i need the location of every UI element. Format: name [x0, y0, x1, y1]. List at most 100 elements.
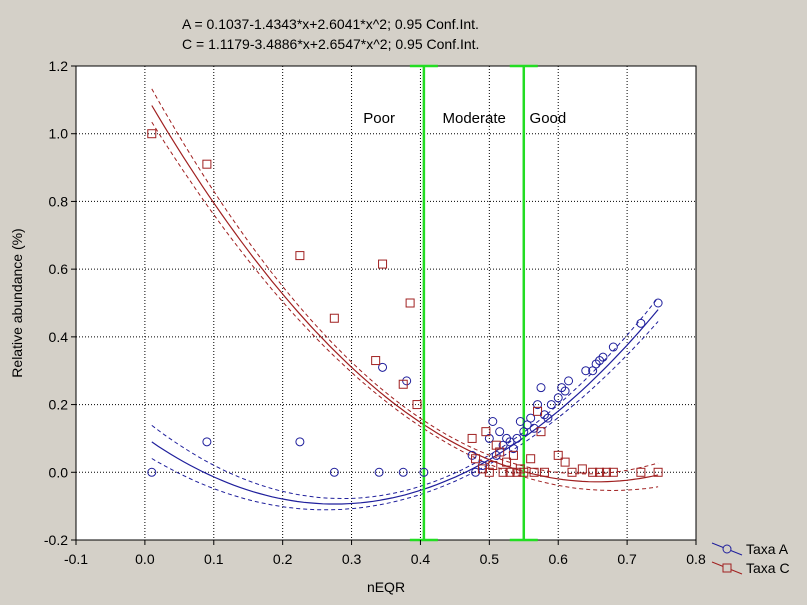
point-taxa-a	[374, 467, 384, 477]
point-taxa-a	[488, 417, 498, 426]
point-taxa-a	[595, 356, 605, 366]
y-tick-label: 0.2	[49, 397, 69, 413]
point-taxa-a	[564, 376, 574, 386]
chart-title-line-2: C = 1.1179-3.4886*x+2.6547*x^2; 0.95 Con…	[182, 36, 479, 52]
point-taxa-c	[577, 464, 587, 474]
y-tick-label: -0.2	[44, 532, 68, 548]
y-axis-ticks: -0.2 0.0 0.2 0.4 0.6 0.8 1.0 1.2	[44, 58, 76, 548]
legend-label: Taxa C	[746, 560, 790, 576]
point-taxa-c	[608, 467, 618, 477]
conf-upper-0	[151, 297, 659, 499]
legend-marker-square	[722, 563, 732, 573]
point-taxa-a	[557, 383, 567, 393]
point-taxa-a	[539, 410, 549, 420]
x-tick-label: 0.1	[204, 551, 224, 567]
point-taxa-a	[653, 298, 663, 308]
conf-upper-1	[151, 88, 659, 475]
point-taxa-c	[405, 298, 415, 308]
fit-line-1	[151, 105, 659, 483]
x-tick-label: 0.0	[135, 551, 155, 567]
zone-lines: Poor Moderate Good	[363, 64, 567, 542]
point-taxa-c	[378, 259, 388, 269]
point-taxa-a	[598, 352, 608, 362]
point-taxa-c	[147, 129, 157, 139]
y-tick-label: 0.6	[49, 261, 69, 277]
point-taxa-c	[508, 450, 518, 460]
point-taxa-a	[419, 467, 429, 477]
point-taxa-c	[371, 356, 381, 366]
x-tick-label: 0.8	[686, 551, 706, 567]
point-taxa-a	[484, 433, 494, 443]
x-tick-label: 0.3	[342, 551, 362, 567]
point-taxa-c	[588, 467, 598, 477]
x-axis-label: nEQR	[367, 579, 405, 595]
point-taxa-c	[515, 464, 525, 474]
point-taxa-c	[498, 467, 508, 477]
point-taxa-a	[508, 444, 518, 454]
point-taxa-a	[543, 413, 553, 423]
point-taxa-c	[495, 447, 505, 457]
point-taxa-a	[533, 400, 543, 410]
point-taxa-a	[529, 423, 539, 433]
y-tick-label: 1.2	[49, 58, 69, 74]
point-taxa-c	[295, 251, 305, 261]
point-taxa-a	[536, 383, 546, 393]
plot-area	[75, 65, 697, 541]
point-taxa-a	[553, 393, 563, 403]
point-taxa-a	[378, 362, 388, 372]
fit-line-0	[151, 309, 659, 505]
point-taxa-a	[471, 467, 481, 477]
point-taxa-c	[536, 427, 546, 437]
point-taxa-a	[491, 450, 501, 460]
y-tick-label: 0.4	[49, 329, 69, 345]
point-taxa-c	[519, 467, 529, 477]
zone-label: Good	[530, 110, 567, 127]
legend: Taxa A Taxa C	[711, 541, 790, 576]
point-taxa-a	[147, 467, 157, 477]
fit-curves	[151, 88, 659, 511]
point-taxa-a	[467, 450, 477, 460]
point-taxa-c	[595, 467, 605, 477]
point-taxa-a	[560, 386, 570, 396]
x-tick-label: 0.7	[617, 551, 637, 567]
legend-label: Taxa A	[746, 541, 789, 557]
point-taxa-c	[471, 454, 481, 464]
point-taxa-c	[412, 400, 422, 410]
x-tick-label: -0.1	[64, 551, 88, 567]
point-taxa-a	[495, 427, 505, 437]
point-taxa-c	[502, 457, 512, 467]
point-taxa-a	[581, 366, 591, 376]
grid-lines	[76, 66, 696, 540]
point-taxa-c	[553, 450, 563, 460]
point-taxa-a	[546, 400, 556, 410]
point-taxa-c	[491, 440, 501, 450]
conf-lower-1	[151, 121, 659, 492]
y-tick-label: 1.0	[49, 126, 69, 142]
point-taxa-c	[477, 464, 487, 474]
point-taxa-c	[398, 379, 408, 389]
x-tick-label: 0.6	[548, 551, 568, 567]
y-axis-label: Relative abundance (%)	[9, 228, 25, 377]
point-taxa-a	[202, 437, 212, 447]
point-taxa-a	[591, 359, 601, 369]
x-axis-ticks: -0.1 0.0 0.1 0.2 0.3 0.4 0.5 0.6 0.7 0.8	[64, 540, 706, 567]
chart-title-line-1: A = 0.1037-1.4343*x+2.6041*x^2; 0.95 Con…	[182, 16, 479, 32]
y-tick-label: 0.8	[49, 193, 69, 209]
point-taxa-c	[533, 406, 543, 416]
conf-lower-0	[151, 321, 659, 511]
point-taxa-c	[567, 467, 577, 477]
point-taxa-c	[560, 457, 570, 467]
point-taxa-a	[329, 467, 339, 477]
point-taxa-c	[467, 433, 477, 443]
legend-marker-circle	[722, 544, 732, 554]
point-taxa-a	[526, 413, 536, 423]
x-tick-label: 0.5	[480, 551, 500, 567]
point-taxa-c	[329, 313, 339, 323]
zone-label: Poor	[363, 110, 395, 127]
point-taxa-c	[512, 467, 522, 477]
zone-label: Moderate	[442, 110, 505, 127]
point-taxa-c	[481, 427, 491, 437]
point-taxa-a	[502, 433, 512, 443]
point-taxa-a	[402, 376, 412, 386]
